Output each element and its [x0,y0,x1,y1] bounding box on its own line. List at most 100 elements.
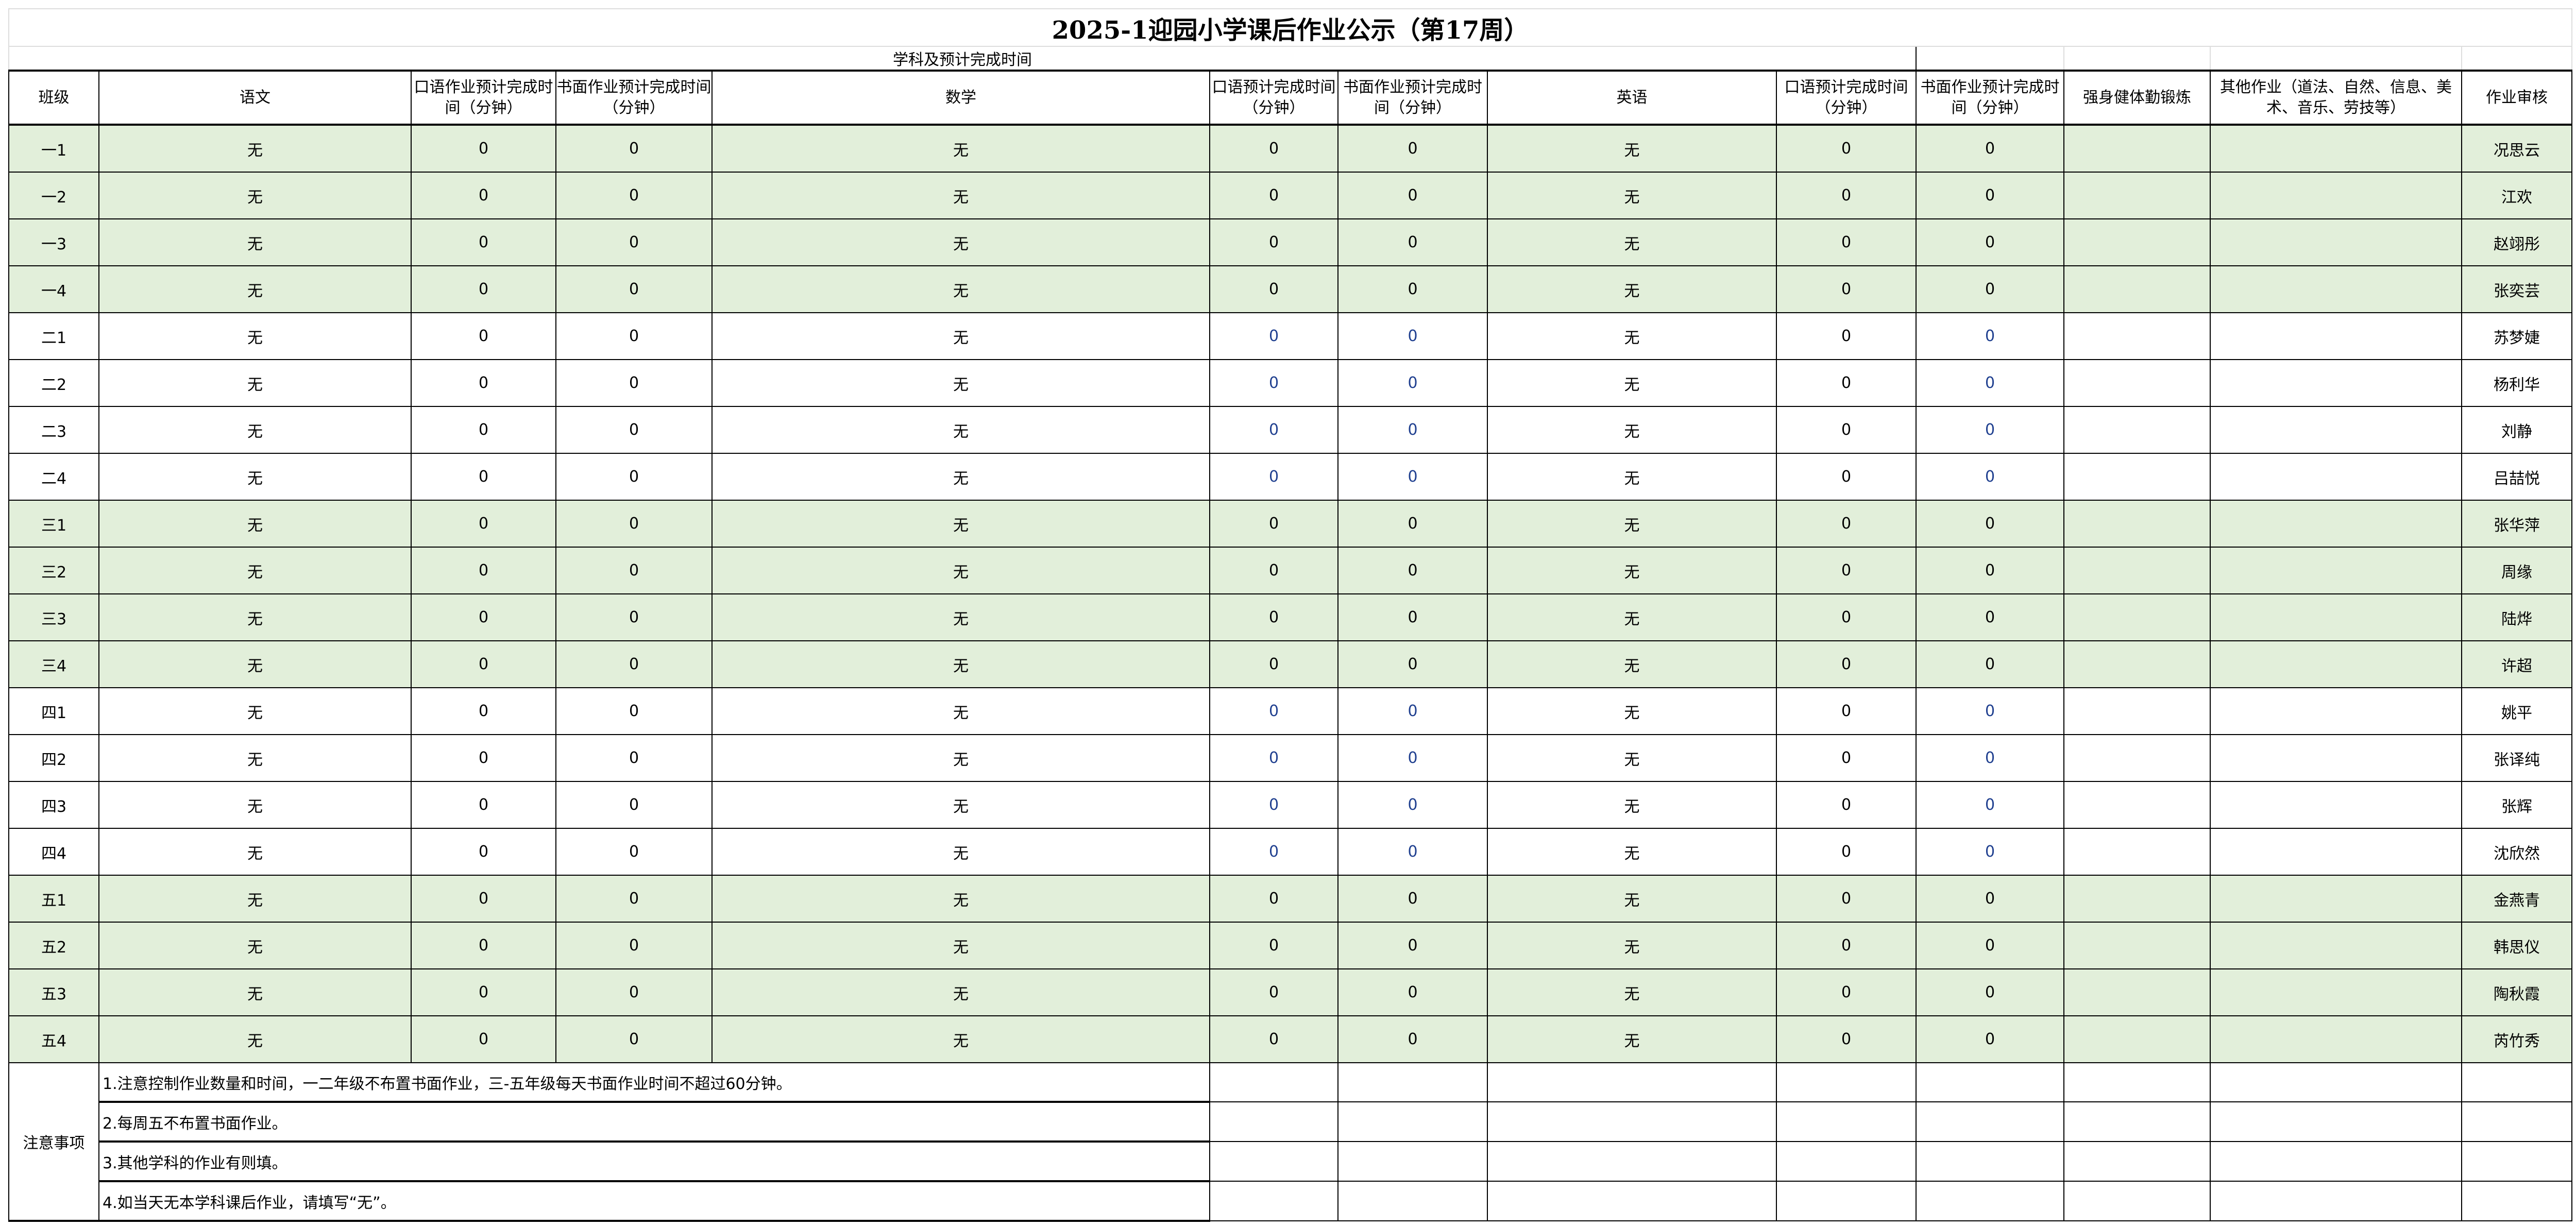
empty-cell[interactable] [2210,1181,2462,1221]
cell-math-written-time[interactable]: 0 [1337,218,1488,266]
empty-cell[interactable] [1337,1141,1488,1182]
cell-math-written-time[interactable]: 0 [1337,500,1488,548]
cell-chinese[interactable]: 无 [98,124,412,173]
header-math-written-time[interactable]: 书面作业预计完成时间（分钟） [1337,70,1488,126]
cell-math[interactable]: 无 [711,734,1210,782]
cell-chinese-oral-time[interactable]: 0 [411,593,556,641]
cell-reviewer[interactable]: 金燕青 [2461,875,2573,923]
cell-other-homework[interactable] [2210,640,2462,688]
cell-class[interactable]: 二1 [8,312,99,360]
header-math-oral-time[interactable]: 口语预计完成时间（分钟） [1209,70,1338,126]
cell-chinese[interactable]: 无 [98,828,412,876]
cell-other-homework[interactable] [2210,265,2462,313]
cell-math-oral-time[interactable]: 0 [1209,640,1338,688]
cell-exercise[interactable] [2063,781,2211,829]
cell-english[interactable]: 无 [1487,218,1777,266]
cell-chinese[interactable]: 无 [98,1015,412,1063]
cell-other-homework[interactable] [2210,406,2462,454]
cell-class[interactable]: 一1 [8,124,99,173]
cell-english-oral-time[interactable]: 0 [1776,593,1917,641]
cell-class[interactable]: 三1 [8,500,99,548]
empty-cell[interactable] [2210,1101,2462,1142]
cell-reviewer[interactable]: 张辉 [2461,781,2573,829]
cell-math[interactable]: 无 [711,172,1210,219]
cell-math-written-time[interactable]: 0 [1337,687,1488,735]
cell-math-oral-time[interactable]: 0 [1209,875,1338,923]
cell-chinese-oral-time[interactable]: 0 [411,640,556,688]
cell-reviewer[interactable]: 许超 [2461,640,2573,688]
cell-reviewer[interactable]: 江欢 [2461,172,2573,219]
cell-english-oral-time[interactable]: 0 [1776,687,1917,735]
cell-english-written-time[interactable]: 0 [1916,922,2064,969]
cell-other-homework[interactable] [2210,312,2462,360]
empty-cell[interactable] [1209,1141,1338,1182]
cell-chinese-oral-time[interactable]: 0 [411,406,556,454]
cell-english-written-time[interactable]: 0 [1916,406,2064,454]
cell-class[interactable]: 五4 [8,1015,99,1063]
empty-cell[interactable] [2063,46,2211,72]
empty-cell[interactable] [2210,46,2462,72]
cell-exercise[interactable] [2063,875,2211,923]
cell-reviewer[interactable]: 苏梦婕 [2461,312,2573,360]
cell-reviewer[interactable]: 沈欣然 [2461,828,2573,876]
cell-english-written-time[interactable]: 0 [1916,312,2064,360]
cell-chinese-written-time[interactable]: 0 [555,312,713,360]
cell-math-written-time[interactable]: 0 [1337,875,1488,923]
cell-class[interactable]: 四4 [8,828,99,876]
cell-math-oral-time[interactable]: 0 [1209,359,1338,407]
cell-math-oral-time[interactable]: 0 [1209,781,1338,829]
cell-class[interactable]: 三3 [8,593,99,641]
cell-chinese[interactable]: 无 [98,218,412,266]
empty-cell[interactable] [1337,1101,1488,1142]
cell-math[interactable]: 无 [711,406,1210,454]
cell-math-oral-time[interactable]: 0 [1209,265,1338,313]
cell-chinese[interactable]: 无 [98,875,412,923]
cell-math-oral-time[interactable]: 0 [1209,593,1338,641]
cell-english-written-time[interactable]: 0 [1916,547,2064,594]
cell-reviewer[interactable]: 陶秋霞 [2461,968,2573,1016]
cell-chinese[interactable]: 无 [98,922,412,969]
cell-chinese[interactable]: 无 [98,640,412,688]
cell-class[interactable]: 五3 [8,968,99,1016]
cell-chinese-written-time[interactable]: 0 [555,968,713,1016]
cell-exercise[interactable] [2063,453,2211,501]
cell-english-oral-time[interactable]: 0 [1776,968,1917,1016]
cell-chinese-oral-time[interactable]: 0 [411,500,556,548]
cell-chinese-written-time[interactable]: 0 [555,734,713,782]
header-english-oral-time[interactable]: 口语预计完成时间（分钟） [1776,70,1917,126]
empty-cell[interactable] [2461,1141,2573,1182]
cell-math-written-time[interactable]: 0 [1337,640,1488,688]
cell-math-oral-time[interactable]: 0 [1209,124,1338,173]
cell-class[interactable]: 二4 [8,453,99,501]
cell-reviewer[interactable]: 芮竹秀 [2461,1015,2573,1063]
cell-english-written-time[interactable]: 0 [1916,828,2064,876]
cell-math-oral-time[interactable]: 0 [1209,1015,1338,1063]
cell-english-oral-time[interactable]: 0 [1776,312,1917,360]
cell-english-written-time[interactable]: 0 [1916,968,2064,1016]
cell-english-written-time[interactable]: 0 [1916,1015,2064,1063]
cell-chinese-oral-time[interactable]: 0 [411,312,556,360]
cell-english-written-time[interactable]: 0 [1916,875,2064,923]
cell-english[interactable]: 无 [1487,500,1777,548]
empty-cell[interactable] [1209,1181,1338,1221]
empty-cell[interactable] [1209,1101,1338,1142]
cell-exercise[interactable] [2063,640,2211,688]
cell-english-oral-time[interactable]: 0 [1776,1015,1917,1063]
empty-cell[interactable] [2063,1141,2211,1182]
cell-english[interactable]: 无 [1487,734,1777,782]
cell-reviewer[interactable]: 赵翊彤 [2461,218,2573,266]
cell-other-homework[interactable] [2210,547,2462,594]
empty-cell[interactable] [1209,1062,1338,1102]
cell-english-oral-time[interactable]: 0 [1776,922,1917,969]
cell-math-written-time[interactable]: 0 [1337,593,1488,641]
cell-chinese-oral-time[interactable]: 0 [411,875,556,923]
cell-other-homework[interactable] [2210,687,2462,735]
empty-cell[interactable] [1487,1181,1777,1221]
cell-class[interactable]: 二3 [8,406,99,454]
cell-english[interactable]: 无 [1487,687,1777,735]
empty-cell[interactable] [1916,1141,2064,1182]
cell-reviewer[interactable]: 张奕芸 [2461,265,2573,313]
cell-other-homework[interactable] [2210,922,2462,969]
cell-english-oral-time[interactable]: 0 [1776,265,1917,313]
cell-english-oral-time[interactable]: 0 [1776,547,1917,594]
